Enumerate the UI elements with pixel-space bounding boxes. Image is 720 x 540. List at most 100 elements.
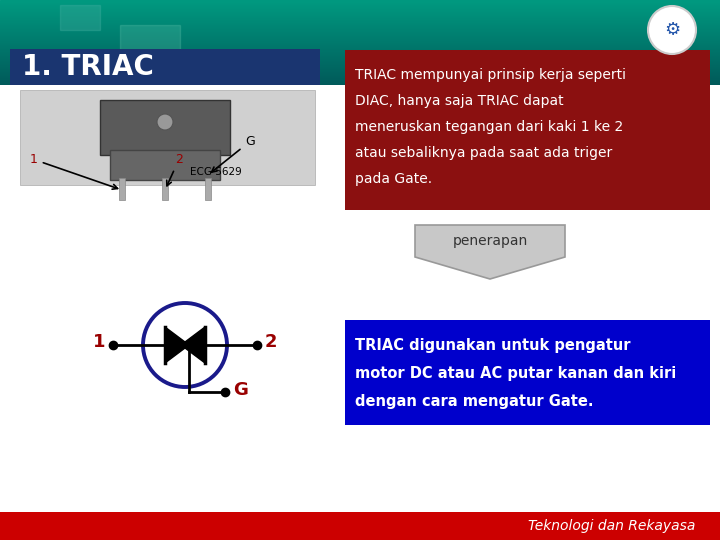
Bar — [0, 30, 720, 32]
Bar — [0, 78, 720, 79]
Circle shape — [143, 303, 227, 387]
Bar — [0, 69, 720, 70]
Bar — [0, 24, 720, 26]
Bar — [0, 33, 720, 35]
Bar — [0, 60, 720, 62]
Bar — [0, 77, 720, 78]
Bar — [0, 38, 720, 40]
Text: 1: 1 — [92, 333, 105, 351]
Bar — [20, 90, 315, 185]
Bar — [0, 80, 720, 82]
Bar — [0, 76, 720, 77]
Bar — [110, 150, 220, 180]
Bar — [0, 73, 720, 75]
Bar — [0, 15, 720, 16]
Bar — [0, 37, 720, 39]
Bar — [0, 65, 720, 67]
Text: dengan cara mengatur Gate.: dengan cara mengatur Gate. — [355, 394, 593, 409]
Bar — [0, 72, 720, 74]
Bar — [0, 22, 720, 23]
Bar — [0, 3, 720, 4]
Text: 1: 1 — [30, 153, 117, 189]
Text: atau sebaliknya pada saat ada triger: atau sebaliknya pada saat ada triger — [355, 146, 612, 160]
Text: TRIAC mempunyai prinsip kerja seperti: TRIAC mempunyai prinsip kerja seperti — [355, 68, 626, 82]
Bar — [0, 12, 720, 14]
Bar — [0, 53, 720, 55]
Bar — [0, 36, 720, 37]
Bar — [0, 25, 720, 27]
Bar — [0, 83, 720, 84]
Bar — [0, 70, 720, 71]
Bar — [0, 10, 720, 11]
Polygon shape — [415, 225, 565, 279]
Bar — [0, 26, 720, 28]
Bar — [0, 57, 720, 59]
Bar — [0, 28, 720, 29]
Polygon shape — [181, 327, 205, 363]
Bar — [0, 71, 720, 73]
Text: G: G — [233, 381, 248, 399]
Bar — [345, 50, 710, 210]
Bar — [0, 56, 720, 57]
Bar — [0, 59, 720, 61]
Bar — [0, 79, 720, 81]
Bar — [0, 62, 720, 63]
Bar — [100, 100, 230, 155]
Bar — [0, 23, 720, 24]
Bar — [0, 52, 720, 54]
Bar — [0, 30, 720, 31]
Bar — [0, 78, 720, 80]
Bar — [0, 11, 720, 13]
Bar — [0, 5, 720, 7]
Bar — [0, 64, 720, 65]
Bar — [60, 5, 100, 30]
Bar — [0, 43, 720, 44]
Circle shape — [157, 114, 173, 130]
Bar — [0, 16, 720, 17]
Bar — [0, 8, 720, 9]
Bar — [345, 320, 710, 425]
Bar — [10, 49, 320, 85]
Bar — [0, 512, 720, 540]
Bar — [205, 178, 211, 200]
Bar — [0, 39, 720, 41]
Bar — [0, 9, 720, 10]
Bar — [0, 64, 720, 66]
Text: ⚙: ⚙ — [664, 21, 680, 39]
Bar — [0, 19, 720, 21]
Bar — [0, 2, 720, 3]
Bar — [0, 0, 720, 1]
Bar — [0, 49, 720, 50]
Bar — [0, 18, 720, 20]
Bar — [0, 48, 720, 49]
Bar — [0, 42, 720, 43]
Bar — [0, 66, 720, 68]
Bar — [0, 58, 720, 60]
Bar — [0, 57, 720, 58]
Bar — [0, 82, 720, 83]
Text: motor DC atau AC putar kanan dan kiri: motor DC atau AC putar kanan dan kiri — [355, 366, 676, 381]
Bar — [0, 63, 720, 64]
Bar — [0, 40, 720, 42]
Text: pada Gate.: pada Gate. — [355, 172, 432, 186]
Text: penerapan: penerapan — [452, 234, 528, 248]
Bar — [0, 10, 720, 12]
Text: ECG 5629: ECG 5629 — [190, 167, 242, 177]
Bar — [0, 24, 720, 25]
Bar — [0, 35, 720, 36]
Bar — [0, 68, 720, 69]
Bar — [0, 17, 720, 19]
Bar — [0, 6, 720, 8]
Text: G: G — [212, 135, 255, 172]
Bar — [0, 46, 720, 48]
Bar — [0, 45, 720, 47]
Bar — [120, 25, 180, 50]
Bar — [0, 50, 720, 51]
Bar — [0, 75, 720, 76]
Text: 2: 2 — [167, 153, 183, 186]
Bar — [119, 178, 125, 200]
Circle shape — [648, 6, 696, 54]
Bar — [0, 55, 720, 56]
Bar — [0, 32, 720, 34]
Bar — [0, 3, 720, 5]
